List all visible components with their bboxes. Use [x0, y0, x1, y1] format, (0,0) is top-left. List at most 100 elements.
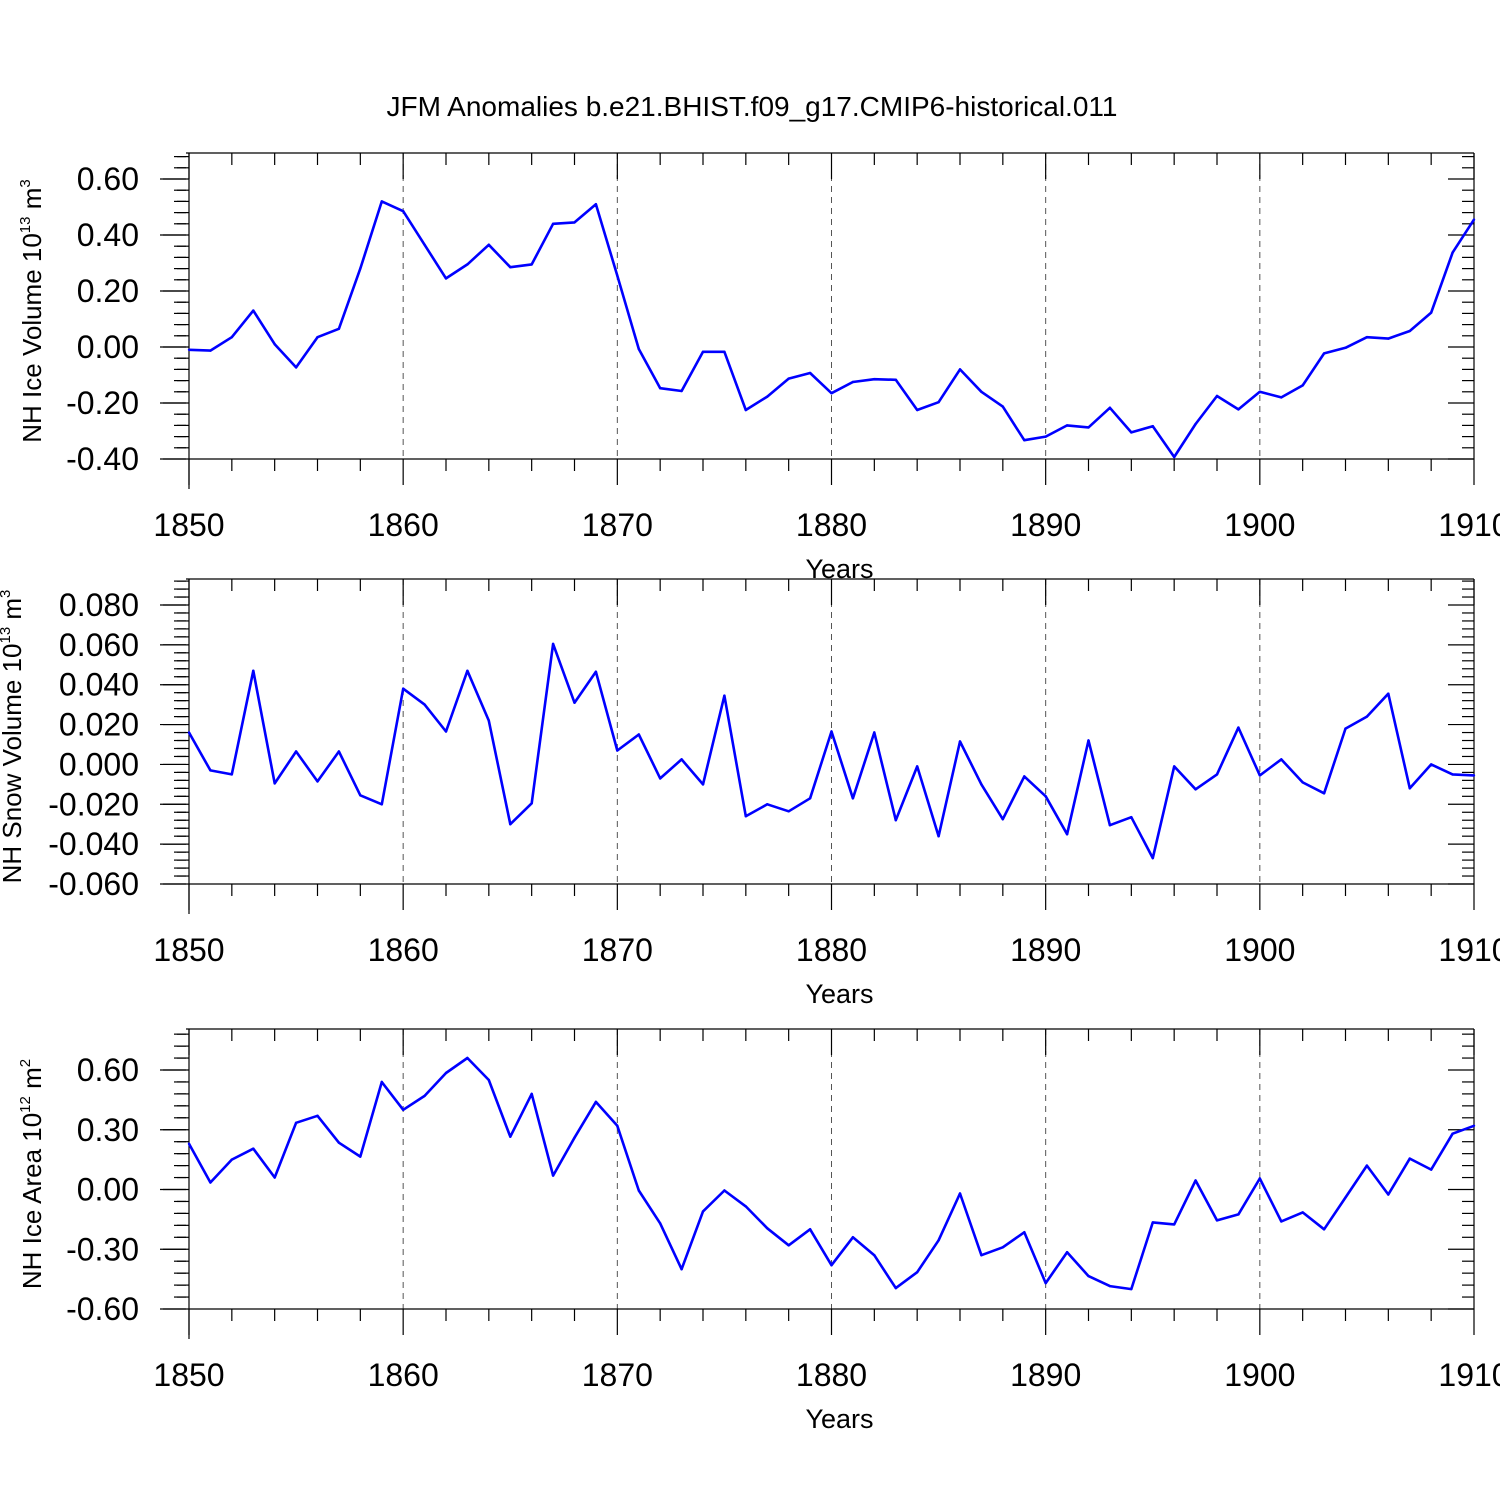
data-point [1258, 390, 1262, 393]
data-point [723, 1189, 726, 1192]
data-point [359, 794, 362, 797]
data-point [1258, 1177, 1262, 1180]
y-tick-label: 0.30 [77, 1112, 139, 1148]
data-point [359, 1155, 362, 1158]
x-tick-label: 1910 [1438, 932, 1500, 968]
data-point [1151, 1221, 1155, 1224]
data-point [659, 387, 662, 390]
data-point [873, 1254, 876, 1257]
data-point [787, 1244, 790, 1247]
x-tick-label: 1860 [368, 507, 439, 543]
data-point [1194, 788, 1197, 791]
data-point [230, 1158, 233, 1161]
data-point [808, 797, 812, 800]
data-point [873, 731, 876, 734]
data-point [1280, 396, 1283, 399]
y-axis-title-text: NH Ice Area 10 [17, 1113, 47, 1289]
data-point [1258, 774, 1262, 777]
y-axis-title-text: NH Ice Volume 10 [17, 233, 47, 443]
data-point [766, 395, 769, 398]
y-axis-title-unit: m [0, 598, 27, 627]
data-point [252, 1147, 255, 1150]
data-point [1322, 1228, 1326, 1231]
data-point [1430, 1168, 1433, 1171]
x-tick-label: 1850 [153, 1357, 224, 1393]
data-point [1130, 1287, 1133, 1291]
panel-snow-volume: 1850 1860 1870 1880 1890 1900 1910 Years -0.060 -… [0, 578, 1500, 1009]
data-point [958, 740, 962, 743]
data-point [209, 349, 212, 352]
data-point [766, 1227, 769, 1230]
x-tick-label: 1910 [1438, 1357, 1500, 1393]
data-point [209, 1181, 212, 1184]
data-point [1472, 774, 1476, 777]
x-tick-label: 1870 [582, 1357, 653, 1393]
data-point [316, 336, 319, 339]
y-tick-label: -0.20 [66, 385, 139, 421]
x-tick-label: 1860 [368, 932, 439, 968]
data-point [1130, 431, 1133, 434]
data-point [680, 1268, 683, 1271]
y-tick-label: 0.020 [59, 707, 139, 743]
data-point [744, 1205, 747, 1208]
data-point [1023, 775, 1026, 778]
data-point [1408, 329, 1412, 333]
data-point [252, 669, 255, 672]
data-point [1280, 758, 1283, 761]
data-point [980, 390, 983, 393]
x-tick-label: 1890 [1010, 1357, 1081, 1393]
data-point [1344, 346, 1347, 349]
data-point [1215, 1219, 1219, 1222]
data-point [1065, 1251, 1069, 1254]
data-point [787, 810, 790, 813]
data-point [916, 765, 919, 768]
data-point [894, 1286, 897, 1290]
data-point [1237, 408, 1240, 411]
y-axis-title-exp: 12 [17, 1096, 34, 1113]
data-point [723, 350, 726, 353]
y-axis-title-unit-exp: 3 [17, 179, 34, 187]
data-point [444, 1071, 448, 1075]
data-point [1301, 781, 1304, 784]
data-point [294, 1121, 298, 1125]
data-point [1408, 1157, 1412, 1160]
data-point [1023, 439, 1026, 442]
data-point [423, 703, 426, 706]
data-point [509, 266, 512, 269]
y-tick-label: -0.60 [66, 1291, 139, 1327]
data-point [1194, 1179, 1197, 1182]
data-point [487, 719, 490, 722]
data-point [380, 1080, 383, 1084]
data-point [830, 1264, 833, 1267]
data-point [316, 1114, 319, 1118]
y-axis-title-unit-exp: 3 [0, 590, 14, 598]
x-tick-label: 1880 [796, 507, 867, 543]
data-point [659, 1222, 662, 1225]
x-axis-title: Years [805, 1404, 873, 1434]
x-tick-label: 1910 [1438, 507, 1500, 543]
data-point [551, 642, 555, 646]
data-point [1451, 251, 1454, 254]
data-point [466, 669, 469, 672]
data-point [402, 687, 405, 690]
data-point [1280, 1220, 1283, 1223]
data-point [830, 392, 833, 395]
data-point [701, 783, 705, 786]
y-axis-title: NH Ice Volume 1013 m3 [17, 179, 47, 442]
data-point [1387, 337, 1390, 340]
data-point [294, 750, 298, 753]
data-point [573, 1136, 576, 1139]
x-tick-label: 1850 [153, 932, 224, 968]
data-point [1087, 426, 1090, 429]
x-tick-label: 1880 [796, 1357, 867, 1393]
data-point [1344, 1196, 1347, 1199]
y-tick-label: 0.060 [59, 627, 139, 663]
y-tick-label: 0.20 [77, 273, 139, 309]
x-tick-label: 1900 [1224, 932, 1295, 968]
data-point [402, 1108, 405, 1112]
data-point [337, 1141, 341, 1144]
y-tick-label: 0.60 [77, 1052, 139, 1088]
data-point [1365, 336, 1369, 339]
data-point [1065, 424, 1069, 427]
data-point [444, 730, 448, 733]
